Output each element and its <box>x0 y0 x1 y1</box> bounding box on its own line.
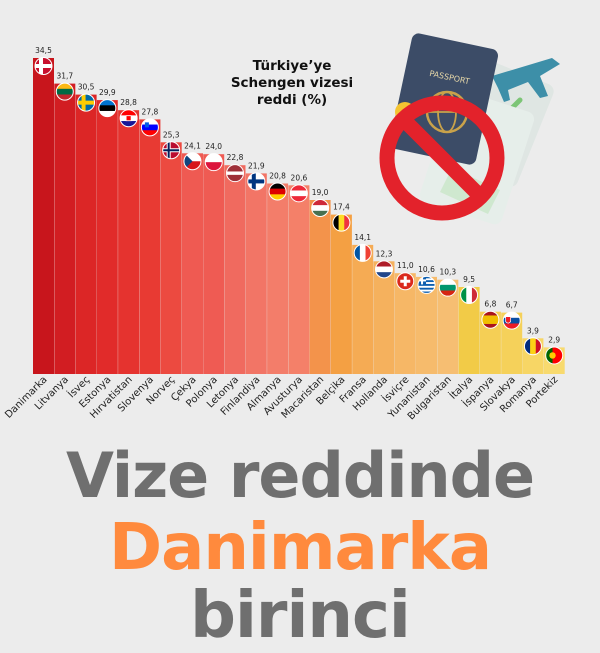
headline: Vize reddinde Danimarka birinci <box>0 439 600 653</box>
finland-flag-icon <box>247 172 266 191</box>
sweden-flag-icon <box>77 93 96 112</box>
chart-title: Türkiye’ye Schengen vizesi reddi (%) <box>212 58 372 109</box>
value-label: 29,9 <box>99 88 116 97</box>
bar <box>437 279 459 374</box>
value-label: 22,8 <box>227 153 244 162</box>
chart-title-line: reddi (%) <box>256 92 328 108</box>
bar <box>352 244 374 374</box>
value-label: 12,3 <box>376 249 393 258</box>
bar <box>33 58 54 374</box>
bar-chart: PASSPORT 34,5 31,7 30,5 29,9 28,8 27,8 25,3 24,… <box>3 33 565 422</box>
value-label: 28,8 <box>120 98 137 107</box>
bar <box>160 142 182 374</box>
value-label: 20,8 <box>269 172 286 181</box>
passport-prohibited-illustration: PASSPORT <box>379 33 560 225</box>
netherlands-flag-icon <box>374 260 393 279</box>
value-label: 31,7 <box>56 72 73 81</box>
france-flag-icon <box>353 243 372 262</box>
lithuania-flag-icon <box>55 82 74 101</box>
value-label: 6,8 <box>484 300 496 309</box>
value-label: 14,1 <box>354 233 371 242</box>
bar <box>139 119 161 375</box>
germany-flag-icon <box>268 182 287 201</box>
spain-flag-icon <box>481 310 500 329</box>
slovakia-flag-icon <box>502 311 521 330</box>
bar <box>373 261 395 374</box>
bar <box>479 311 501 374</box>
bar <box>224 165 246 374</box>
value-label: 25,3 <box>163 130 180 139</box>
latvia-flag-icon <box>226 164 245 183</box>
bar <box>96 100 118 374</box>
value-label: 27,8 <box>142 107 159 116</box>
value-label: 24,0 <box>205 142 222 151</box>
portugal-flag-icon <box>545 346 564 365</box>
norway-flag-icon <box>162 141 181 160</box>
greece-flag-icon <box>417 275 436 294</box>
value-label: 24,1 <box>184 141 201 150</box>
value-label: 3,9 <box>527 326 539 335</box>
bar <box>245 173 267 374</box>
bar <box>54 83 76 374</box>
poland-flag-icon <box>204 153 223 172</box>
switzerland-flag-icon <box>396 272 415 291</box>
bar <box>118 110 140 374</box>
bar <box>288 185 310 374</box>
bar <box>203 154 225 374</box>
bar <box>182 153 203 374</box>
slovenia-flag-icon <box>140 118 159 137</box>
croatia-flag-icon <box>119 109 138 128</box>
headline-line-1: Vize reddinde <box>65 439 535 512</box>
bulgaria-flag-icon <box>438 278 457 297</box>
value-label: 2,9 <box>548 335 560 344</box>
value-label: 10,6 <box>418 265 435 274</box>
bar <box>416 276 437 374</box>
value-label: 17,4 <box>333 203 350 212</box>
czechia-flag-icon <box>183 152 202 171</box>
bar <box>267 183 289 374</box>
chart-title-line: Türkiye’ye <box>252 58 332 74</box>
austria-flag-icon <box>289 184 308 203</box>
chart-title-line: Schengen vizesi <box>230 75 354 91</box>
denmark-flag-icon <box>34 57 53 75</box>
bar <box>309 200 331 374</box>
romania-flag-icon <box>523 337 542 356</box>
bar <box>394 273 416 374</box>
value-label: 11,0 <box>397 261 414 270</box>
bar <box>75 94 97 374</box>
bar <box>330 214 352 374</box>
prohibited-icon <box>379 95 505 221</box>
hungary-flag-icon <box>311 198 330 217</box>
value-label: 34,5 <box>35 46 52 55</box>
estonia-flag-icon <box>98 99 117 118</box>
value-label: 30,5 <box>78 83 95 92</box>
headline-line-3: birinci <box>190 579 411 653</box>
headline-line-2: Danimarka <box>109 511 492 585</box>
value-label: 20,6 <box>291 173 308 182</box>
belgium-flag-icon <box>332 213 351 232</box>
italy-flag-icon <box>460 285 479 304</box>
value-label: 21,9 <box>248 161 265 170</box>
bar <box>458 287 480 374</box>
value-label: 19,0 <box>312 188 329 197</box>
value-label: 6,7 <box>506 301 518 310</box>
value-label: 10,3 <box>439 268 456 277</box>
value-label: 9,5 <box>463 275 475 284</box>
